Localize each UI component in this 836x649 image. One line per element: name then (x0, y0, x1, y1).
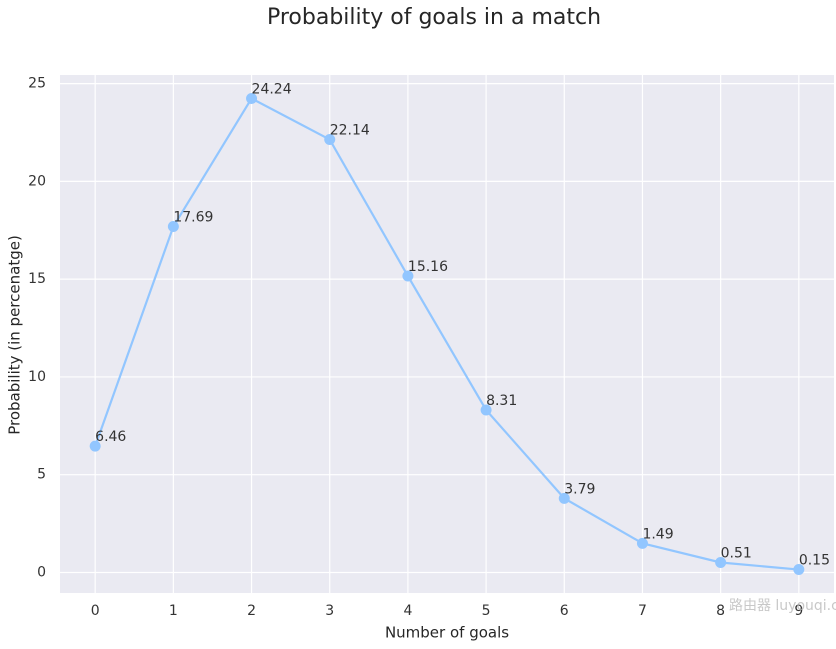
marker (558, 492, 570, 504)
data-label: 22.14 (330, 123, 370, 139)
marker (167, 221, 179, 233)
data-label: 3.79 (564, 481, 595, 497)
y-tick-label: 25 (28, 76, 46, 92)
marker (480, 404, 492, 416)
marker (324, 134, 336, 146)
x-tick-label: 5 (482, 603, 491, 619)
plot-area (60, 75, 834, 593)
data-label: 24.24 (252, 81, 292, 97)
data-label: 1.49 (642, 526, 673, 542)
watermark: 路由器 luyouqi.com (729, 598, 836, 614)
x-tick-label: 9 (794, 603, 803, 619)
marker (402, 270, 414, 282)
marker (793, 564, 805, 576)
x-tick-label: 1 (169, 603, 178, 619)
x-axis-label: Number of goals (385, 624, 509, 642)
y-tick-label: 15 (28, 271, 46, 287)
marker (636, 537, 648, 549)
y-tick-label: 5 (37, 467, 46, 483)
data-label: 17.69 (173, 210, 213, 226)
x-tick-label: 4 (403, 603, 412, 619)
x-tick-label: 3 (325, 603, 334, 619)
y-tick-label: 10 (28, 369, 46, 385)
x-tick-label: 7 (638, 603, 647, 619)
data-label: 8.31 (486, 393, 517, 409)
x-tick-label: 6 (560, 603, 569, 619)
x-tick-label: 0 (91, 603, 100, 619)
marker (715, 556, 727, 568)
line (94, 97, 799, 571)
x-tick-label: 8 (716, 603, 725, 619)
marker (246, 92, 258, 104)
data-label: 6.46 (95, 429, 126, 445)
marker (89, 440, 101, 452)
data-label: 15.16 (408, 259, 448, 275)
y-tick-label: 20 (28, 173, 46, 189)
y-tick-label: 0 (37, 564, 46, 580)
data-label: 0.51 (721, 545, 752, 561)
chart-title: Probability of goals in a match (267, 5, 601, 30)
x-tick-label: 2 (247, 603, 256, 619)
y-axis-label: Probability (in percenatge) (6, 235, 24, 435)
data-label: 0.15 (799, 553, 830, 569)
